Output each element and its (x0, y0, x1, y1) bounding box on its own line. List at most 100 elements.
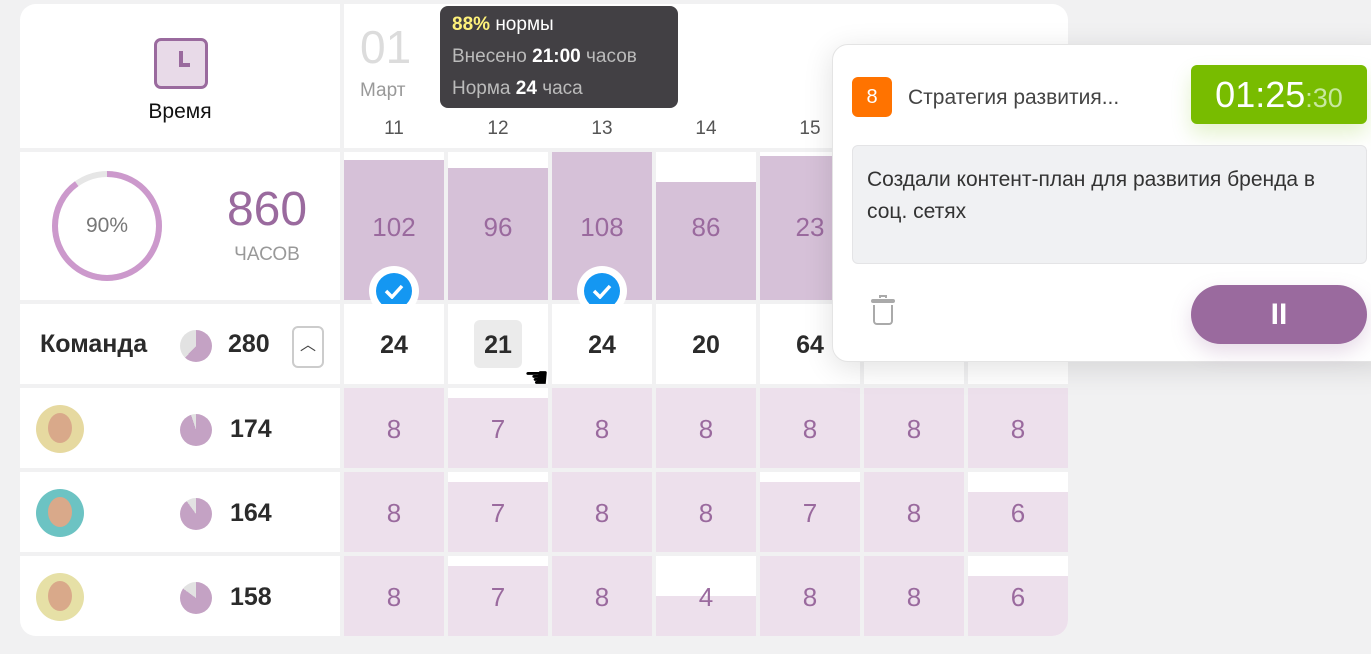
timer-main: 01:25 (1215, 74, 1306, 115)
day-label: 11 (384, 118, 404, 139)
day-label: 12 (487, 118, 509, 139)
member-total: 174 (230, 415, 272, 443)
member-day-cell[interactable]: 8 (864, 472, 964, 552)
member-day-cell[interactable]: 8 (864, 556, 964, 636)
progress-ring (52, 171, 162, 281)
task-title[interactable]: Стратегия развития... (908, 86, 1120, 109)
team-total: 280 (228, 330, 270, 358)
tooltip-entered-unit: часов (586, 46, 637, 67)
team-day-cell[interactable]: 21 (448, 304, 548, 384)
chevron-up-icon: ︿ (299, 337, 316, 354)
member-day-cell[interactable]: 7 (448, 472, 548, 552)
member-total: 158 (230, 583, 272, 611)
member-day-value: 8 (594, 414, 610, 444)
member-day-value: 8 (698, 498, 714, 528)
team-day-value: 24 (588, 331, 616, 359)
timer-display: 01:25:30 (1191, 65, 1367, 124)
member-day-value: 8 (906, 498, 922, 528)
team-day-value: 24 (380, 331, 408, 359)
hours-total: 860 (226, 183, 308, 236)
member-day-cell[interactable]: 7 (448, 556, 548, 636)
tooltip-entered-value: 21:00 (532, 46, 581, 67)
member-day-cell[interactable]: 8 (760, 388, 860, 468)
member-day-value: 8 (1010, 414, 1026, 444)
member-day-value: 4 (698, 582, 714, 612)
team-day-value: 21 (484, 331, 512, 359)
task-number-badge: 8 (852, 77, 892, 117)
member-day-value: 8 (906, 582, 922, 612)
member-day-cell[interactable]: 6 (968, 472, 1068, 552)
avatar[interactable] (36, 489, 84, 537)
avatar[interactable] (36, 573, 84, 621)
team-label: Команда (40, 330, 148, 358)
member-day-cell[interactable]: 8 (656, 388, 756, 468)
day-label: 15 (799, 118, 821, 139)
pause-button[interactable]: II (1191, 285, 1367, 344)
member-day-cell[interactable]: 8 (552, 472, 652, 552)
bar-value: 86 (691, 212, 721, 242)
team-row-header: Команда 280 ︿ (20, 304, 340, 384)
member-day-value: 8 (386, 498, 402, 528)
member-day-cell[interactable]: 8 (760, 556, 860, 636)
bar-value: 96 (483, 212, 513, 242)
page-title: Время (148, 100, 212, 123)
tooltip-entered-label: Внесено (452, 46, 527, 67)
tooltip-norm-unit: часа (542, 78, 583, 99)
member-day-value: 8 (594, 498, 610, 528)
member-day-value: 7 (490, 498, 506, 528)
member-day-cell[interactable]: 8 (344, 388, 444, 468)
tooltip-norm-value: 24 (515, 78, 537, 99)
day-bar[interactable] (448, 168, 548, 300)
progress-percent: 90% (85, 214, 129, 237)
member-day-value: 7 (490, 414, 506, 444)
avatar[interactable] (36, 405, 84, 453)
tooltip: 88% нормы Внесено 21:00 часов Норма 24 ч… (440, 6, 678, 108)
member-day-cell[interactable]: 6 (968, 556, 1068, 636)
day-label: 13 (591, 118, 613, 139)
member-day-cell[interactable]: 8 (344, 556, 444, 636)
hours-label: ЧАСОВ (234, 244, 300, 265)
member-row-header: 164 (20, 472, 340, 552)
summary-cell: 90% 860 ЧАСОВ (20, 152, 340, 300)
time-header: Время (20, 4, 340, 148)
member-day-cell[interactable]: 8 (552, 388, 652, 468)
member-pie-icon (180, 582, 212, 614)
member-day-value: 8 (698, 414, 714, 444)
team-day-cell[interactable]: 20 (656, 304, 756, 384)
member-day-value: 8 (386, 582, 402, 612)
trash-icon[interactable] (871, 295, 895, 327)
member-day-value: 8 (386, 414, 402, 444)
member-day-cell[interactable]: 8 (552, 556, 652, 636)
day-bar[interactable] (656, 182, 756, 300)
team-day-cell[interactable]: 24 (344, 304, 444, 384)
member-day-value: 8 (906, 414, 922, 444)
member-pie-icon (180, 498, 212, 530)
member-day-value: 6 (1010, 582, 1026, 612)
member-day-value: 8 (594, 582, 610, 612)
month-label: Март (360, 80, 406, 101)
member-day-value: 6 (1010, 498, 1026, 528)
approved-check-icon[interactable] (369, 266, 419, 316)
member-day-cell[interactable]: 8 (864, 388, 964, 468)
tooltip-norm-label: Норма (452, 78, 511, 99)
bar-value: 23 (795, 212, 825, 242)
tooltip-percent: 88% (452, 14, 491, 35)
collapse-button[interactable]: ︿ (292, 326, 324, 368)
member-day-cell[interactable]: 8 (344, 472, 444, 552)
comment-input[interactable]: Создали контент-план для развития бренда… (852, 145, 1367, 264)
tooltip-percent-label: нормы (495, 14, 554, 35)
member-pie-icon (180, 414, 212, 446)
member-day-value: 8 (802, 582, 818, 612)
member-day-cell[interactable]: 8 (968, 388, 1068, 468)
team-pie-icon (180, 330, 212, 362)
team-day-value: 64 (796, 331, 824, 359)
member-day-cell[interactable]: 7 (760, 472, 860, 552)
member-day-cell[interactable]: 7 (448, 388, 548, 468)
member-day-cell[interactable]: 8 (656, 472, 756, 552)
member-total: 164 (230, 499, 272, 527)
member-day-cell[interactable]: 4 (656, 556, 756, 636)
team-day-cell[interactable]: 24 (552, 304, 652, 384)
member-day-value: 8 (802, 414, 818, 444)
member-row-header: 158 (20, 556, 340, 636)
member-day-value: 7 (490, 582, 506, 612)
